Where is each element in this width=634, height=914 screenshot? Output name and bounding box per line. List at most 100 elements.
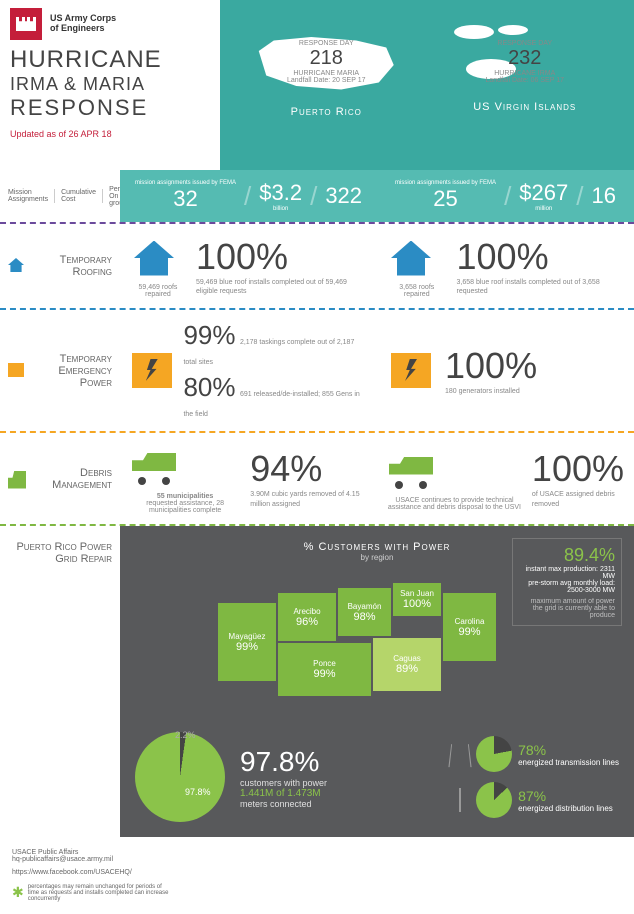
footer-note: percentages may remain unchanged for per… <box>28 884 172 902</box>
house-icon <box>8 258 24 272</box>
power-pr: 99% 2,178 taskings complete out of 2,187… <box>120 310 377 431</box>
transmission-pie <box>476 736 512 772</box>
vi-roofs-count: 3,658 roofs repaired <box>387 284 447 298</box>
updated-date: Updated as of 26 APR 18 <box>10 129 210 139</box>
maps-area: RESPONSE DAY 218 HURRICANE MARIA Landfal… <box>232 10 619 160</box>
vi-roofing-detail: 3,658 blue roof installs completed out o… <box>457 278 624 296</box>
vi-label: US Virgin Islands <box>431 101 620 113</box>
pie-slice-label: 2.2% <box>175 730 196 740</box>
stats-pr: mission assignments issued by FEMA32 / $… <box>120 170 377 222</box>
pr-power-pct1: 99% <box>183 320 235 350</box>
transmission-label: energized transmission lines <box>518 758 619 767</box>
castle-icon <box>16 17 36 31</box>
section-debris: Debris Management 55 municipalitiesreque… <box>0 433 634 526</box>
generator-icon <box>391 353 431 388</box>
pr-roofing-detail: 59,469 blue roof installs completed out … <box>196 278 367 296</box>
vi-day-number: 232 <box>508 47 541 69</box>
region-arecibo: Arecibo96% <box>277 592 337 642</box>
label-cost: Cumulative Cost <box>61 189 103 203</box>
pr-debris-sub: requested assistance, 28 municipalities … <box>146 500 224 514</box>
vi-day-label: RESPONSE DAY <box>465 40 585 47</box>
vi-debris-label: of USACE assigned debris removed <box>532 490 624 508</box>
pr-debris-count: 55 municipalities <box>157 493 213 500</box>
pr-debris-detail: 3.90M cubic yards removed of 4.15 millio… <box>250 490 367 508</box>
truck-icon <box>8 471 26 483</box>
pr-label: Puerto Rico <box>232 106 421 118</box>
transmission-pct: 78% <box>518 742 546 758</box>
pr-missions: 32 <box>135 186 236 212</box>
asterisk-icon: ✱ <box>12 884 24 902</box>
transmission-tower-icon <box>450 742 470 766</box>
stats-band: Mission Assignments Cumulative Cost Pers… <box>0 170 634 224</box>
vi-missions: 25 <box>395 186 496 212</box>
customers-pct: 97.8% <box>240 746 435 778</box>
pr-power-pct2: 80% <box>183 372 235 402</box>
mini-charts: 78%energized transmission lines 87%energ… <box>450 736 619 818</box>
vi-power-pct: 100% <box>445 345 537 387</box>
region-carolina: Carolina99% <box>442 592 497 662</box>
org-name: US Army Corpsof Engineers <box>50 14 116 34</box>
section-power: Temporary Emergency Power 99% 2,178 task… <box>0 310 634 433</box>
truck-icon <box>132 453 176 481</box>
vi-landfall: Landfall Date: 06 SEP 17 <box>465 77 585 84</box>
bolt-icon <box>146 359 158 381</box>
usace-logo <box>10 8 42 40</box>
header-title-block: US Army Corpsof Engineers HURRICANE IRMA… <box>0 0 220 170</box>
vi-cost-unit: million <box>519 206 568 212</box>
grid-label: Puerto Rico Power Grid Repair <box>0 526 120 837</box>
grid-subtitle: by region <box>135 553 619 562</box>
truck-icon <box>389 457 433 485</box>
distribution-pie <box>476 782 512 818</box>
pr-landfall: Landfall Date: 20 SEP 17 <box>266 77 386 84</box>
pr-day-number: 218 <box>310 47 343 69</box>
region-ponce: Ponce99% <box>277 642 372 697</box>
region-caguas: Caguas89% <box>372 637 442 692</box>
debris-pr: 55 municipalitiesrequested assistance, 2… <box>120 433 377 524</box>
vi-debris-pct: 100% <box>532 448 624 490</box>
house-icon <box>134 241 174 276</box>
roofing-vi: 3,658 roofs repaired 100%3,658 blue roof… <box>377 224 634 308</box>
title-line1: HURRICANE <box>10 46 210 74</box>
bolt-icon <box>405 359 417 381</box>
pr-cost: $3.2 <box>259 180 302 206</box>
vi-personnel: 16 <box>591 183 615 209</box>
map-puerto-rico: RESPONSE DAY 218 HURRICANE MARIA Landfal… <box>232 25 421 160</box>
vi-power-detail: 180 generators installed <box>445 387 537 396</box>
grid-section: 89.4% instant max production: 2311 MW pr… <box>120 526 634 837</box>
title-line2: IRMA & MARIA <box>10 74 210 95</box>
pr-storm: HURRICANE MARIA <box>266 70 386 77</box>
pr-personnel: 322 <box>325 183 362 209</box>
house-icon <box>391 241 431 276</box>
stats-labels: Mission Assignments Cumulative Cost Pers… <box>0 170 120 222</box>
roofing-pr: 59,469 roofs repaired 100%59,469 blue ro… <box>120 224 377 308</box>
pr-cost-unit: billion <box>259 206 302 212</box>
vi-storm: HURRICANE IRMA <box>465 70 585 77</box>
customers-pie: 2.2% 97.8% <box>135 732 225 822</box>
footer: USACE Public Affairs hq-publicaffairs@us… <box>0 837 634 914</box>
distribution-pct: 87% <box>518 788 546 804</box>
region-sanjuan: San Juan100% <box>392 582 442 617</box>
region-bayamon: Bayamón98% <box>337 587 392 637</box>
label-missions: Mission Assignments <box>8 189 55 203</box>
distribution-pole-icon <box>450 788 470 812</box>
debris-vi: USACE continues to provide technical ass… <box>377 433 634 524</box>
title-line3: RESPONSE <box>10 95 210 121</box>
meters-count: 1.441M of 1.473M <box>240 788 321 799</box>
footer-url: https://www.facebook.com/USACEHQ/ <box>12 869 172 876</box>
stats-vi: mission assignments issued by FEMA25 / $… <box>377 170 634 222</box>
vi-cost: $267 <box>519 180 568 206</box>
generator-icon <box>132 353 172 388</box>
generator-icon <box>8 363 24 377</box>
section-roofing: Temporary Roofing 59,469 roofs repaired … <box>0 224 634 310</box>
pr-day-label: RESPONSE DAY <box>266 40 386 47</box>
pr-debris-pct: 94% <box>250 448 367 490</box>
map-virgin-islands: RESPONSE DAY 232 HURRICANE IRMA Landfall… <box>431 25 620 160</box>
pie-main-label: 97.8% <box>185 787 211 797</box>
power-label: Temporary Emergency Power <box>0 310 120 431</box>
vi-roofing-pct: 100% <box>457 236 624 278</box>
header-band: US Army Corpsof Engineers HURRICANE IRMA… <box>0 0 634 170</box>
pr-roofs-count: 59,469 roofs repaired <box>130 284 186 298</box>
region-mayaguez: Mayagüez99% <box>217 602 277 682</box>
vi-debris-detail: USACE continues to provide technical ass… <box>387 497 522 511</box>
pr-regions-map: Mayagüez99% Arecibo96% Bayamón98% San Ju… <box>217 572 537 722</box>
